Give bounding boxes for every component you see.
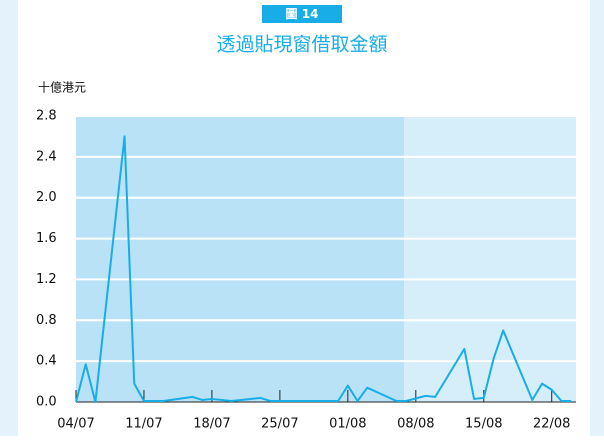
- x-tick-label: 11/07: [125, 417, 162, 432]
- shaded-region: [76, 116, 405, 402]
- figure-label-box: [262, 5, 342, 23]
- x-tick-label: 22/08: [533, 417, 570, 432]
- y-tick-label: 2.0: [36, 190, 57, 205]
- x-tick-label: 18/07: [193, 417, 230, 432]
- chart-title: 透過貼現窗借取金額: [216, 34, 387, 56]
- x-tick-label: 15/08: [465, 417, 502, 432]
- y-tick-label: 0.4: [36, 354, 57, 369]
- x-tick-label: 08/08: [397, 417, 434, 432]
- y-axis-label: 十億港元: [38, 81, 86, 95]
- y-tick-label: 0.0: [36, 395, 57, 410]
- x-tick-label: 04/07: [57, 417, 94, 432]
- y-tick-label: 0.8: [36, 313, 57, 328]
- x-tick-label: 25/07: [261, 417, 298, 432]
- y-tick-label: 2.8: [36, 109, 57, 124]
- shaded-region: [404, 116, 576, 402]
- y-tick-label: 2.4: [36, 149, 57, 164]
- line-series: [75, 135, 572, 403]
- y-tick-label: 1.6: [36, 231, 57, 246]
- y-tick-label: 1.2: [36, 272, 57, 287]
- x-tick-label: 01/08: [329, 417, 366, 432]
- figure-label: 圖 14: [286, 7, 319, 21]
